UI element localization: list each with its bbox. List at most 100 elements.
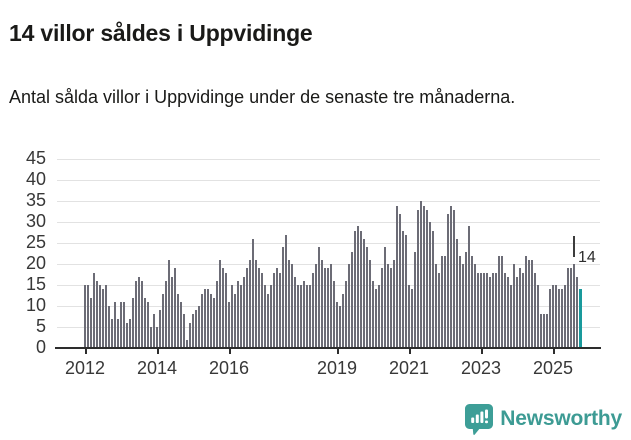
bar [225, 273, 227, 348]
y-axis-label: 25 [25, 232, 46, 252]
bar [345, 281, 347, 348]
bar [366, 247, 368, 348]
bar [255, 260, 257, 348]
bar [216, 281, 218, 348]
bar [378, 285, 380, 348]
gridline [57, 201, 600, 202]
bar [141, 281, 143, 348]
x-axis-label: 2016 [208, 358, 250, 378]
bar [246, 268, 248, 348]
bar [219, 260, 221, 348]
bar [528, 260, 530, 348]
bar [204, 289, 206, 348]
bar [93, 273, 95, 348]
bar [375, 289, 377, 348]
axis-tick [409, 349, 411, 354]
bar [327, 268, 329, 348]
x-axis-label: 2019 [316, 358, 358, 378]
bar [408, 285, 410, 348]
bar [558, 289, 560, 348]
gridline [57, 222, 600, 223]
bar [270, 285, 272, 348]
bar [420, 201, 422, 348]
bar [249, 260, 251, 348]
bar [111, 319, 113, 348]
bar [336, 302, 338, 348]
bar [237, 281, 239, 348]
bar [87, 285, 89, 348]
bar [150, 327, 152, 348]
bar [189, 323, 191, 348]
newsworthy-logo[interactable]: Newsworthy [464, 403, 622, 435]
bar [108, 306, 110, 348]
bar [483, 273, 485, 348]
bar [330, 264, 332, 348]
bar [342, 294, 344, 348]
bar [201, 294, 203, 348]
bar [546, 314, 548, 348]
bar [414, 252, 416, 348]
bar [177, 294, 179, 348]
bar [564, 285, 566, 348]
bar [372, 281, 374, 348]
bar [369, 260, 371, 348]
bar [576, 277, 578, 348]
bar [234, 294, 236, 348]
y-axis-label: 15 [25, 274, 46, 294]
bar [168, 260, 170, 348]
x-axis-label: 2021 [388, 358, 430, 378]
bar [501, 256, 503, 348]
x-axis-label: 2014 [136, 358, 178, 378]
axis-tick [229, 349, 231, 354]
bar [156, 327, 158, 348]
bar [351, 252, 353, 348]
bar [222, 268, 224, 348]
bar [303, 281, 305, 348]
bar [348, 264, 350, 348]
highlighted-bar [579, 289, 582, 348]
bar [144, 298, 146, 348]
bar [468, 226, 470, 348]
bar [426, 210, 428, 348]
bar [447, 214, 449, 348]
bar [120, 302, 122, 348]
bar [390, 268, 392, 348]
bar [492, 273, 494, 348]
bar [402, 231, 404, 348]
bar [183, 314, 185, 348]
bar [510, 285, 512, 348]
brand-name: Newsworthy [500, 407, 622, 430]
bar [123, 302, 125, 348]
bar [429, 222, 431, 348]
bar [210, 294, 212, 348]
bar [147, 302, 149, 348]
bar [441, 256, 443, 348]
bar [507, 277, 509, 348]
bar [288, 260, 290, 348]
bar [384, 247, 386, 348]
bar [552, 285, 554, 348]
bar-chart-bubble-icon [464, 403, 494, 435]
bar [462, 264, 464, 348]
bar [318, 247, 320, 348]
bar [84, 285, 86, 348]
bar [276, 268, 278, 348]
bar [438, 273, 440, 348]
bar [171, 277, 173, 348]
bar [477, 273, 479, 348]
bar [459, 256, 461, 348]
x-axis-label: 2023 [460, 358, 502, 378]
bar [273, 273, 275, 348]
bar [549, 289, 551, 348]
bar [537, 285, 539, 348]
bar [561, 289, 563, 348]
y-axis-label: 40 [25, 169, 46, 189]
bar [435, 264, 437, 348]
gridline [57, 243, 600, 244]
bar [207, 289, 209, 348]
bar [243, 277, 245, 348]
bar [126, 323, 128, 348]
bar [525, 256, 527, 348]
bar [504, 273, 506, 348]
gridline [57, 180, 600, 181]
